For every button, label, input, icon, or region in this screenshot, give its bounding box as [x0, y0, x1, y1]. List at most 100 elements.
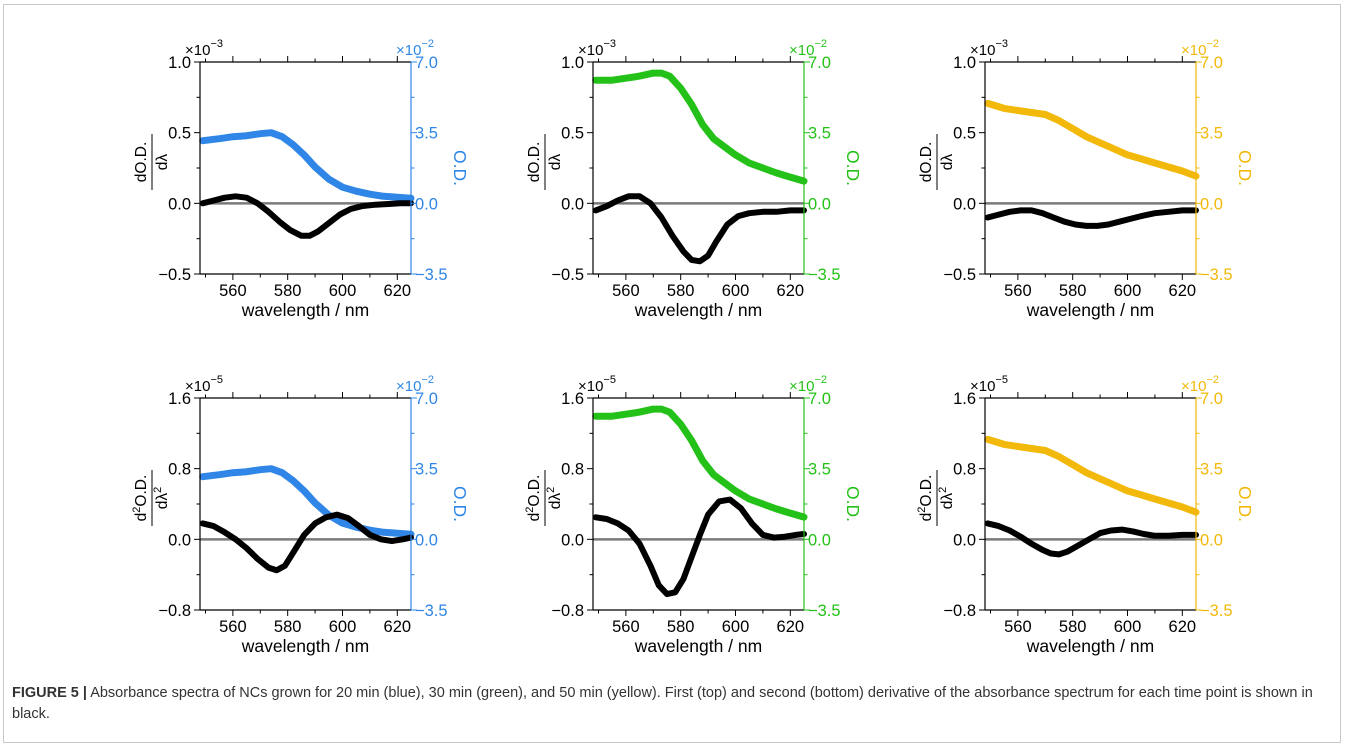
left-tick-label: 0.0: [953, 195, 976, 213]
left-axis-title-numerator: d2O.D.: [524, 475, 543, 522]
right-axis-title: O.D.: [843, 150, 863, 186]
left-tick-label: 0.5: [561, 125, 584, 143]
left-tick-label: 0.0: [953, 531, 976, 549]
derivative-line: [592, 193, 807, 265]
right-tick-label: 7.0: [415, 390, 438, 408]
right-tick-label: 7.0: [808, 390, 831, 408]
chart-panel-3: 560 580 600 620 wavelength / nm 1.0 0.5 0.0 −0.5…: [918, 38, 1255, 320]
right-tick-label: 7.0: [415, 54, 438, 72]
left-axis-title: dO.D. dλ: [918, 134, 956, 190]
x-tick-label: 600: [722, 618, 750, 636]
absorbance-line: [199, 129, 415, 202]
left-tick-label: −0.8: [943, 602, 976, 620]
caption-label: FIGURE 5 |: [12, 685, 87, 701]
left-axis-title-denominator: dλ2: [545, 487, 564, 510]
x-tick-label: 580: [1059, 282, 1087, 300]
right-tick-label: 0.0: [415, 195, 438, 213]
x-axis-title: wavelength / nm: [1026, 636, 1154, 656]
right-tick-label: −3.5: [415, 266, 448, 284]
left-tick-label: −0.5: [943, 266, 976, 284]
left-axis-multiplier: ×10−3: [578, 38, 616, 59]
right-tick-label: 7.0: [1200, 390, 1223, 408]
chart-panel-6: 560 580 600 620 wavelength / nm 1.6 0.8 0.0 −0.8…: [916, 374, 1255, 656]
left-axis-title-numerator: dO.D.: [133, 142, 150, 182]
x-tick-label: 600: [329, 282, 357, 300]
figure-frame: [3, 4, 1341, 743]
left-axis-title-denominator: dλ2: [152, 487, 171, 510]
x-tick-label: 560: [612, 618, 640, 636]
left-tick-label: −0.8: [158, 602, 191, 620]
right-tick-label: −3.5: [1200, 266, 1233, 284]
absorbance-line: [592, 405, 808, 521]
x-tick-label: 580: [1059, 618, 1087, 636]
x-tick-label: 560: [219, 618, 247, 636]
left-axis-title-denominator: dλ: [547, 154, 564, 171]
x-tick-label: 620: [1169, 282, 1197, 300]
absorbance-line: [984, 435, 1200, 516]
left-axis-title-numerator: dO.D.: [526, 142, 543, 182]
right-tick-label: 3.5: [808, 125, 831, 143]
right-tick-label: 0.0: [415, 531, 438, 549]
left-tick-label: 0.5: [953, 125, 976, 143]
absorbance-line: [199, 465, 415, 538]
x-tick-label: 600: [1114, 618, 1142, 636]
x-tick-label: 580: [667, 282, 695, 300]
absorbance-line: [984, 99, 1200, 180]
left-axis-title: d2O.D. dλ2: [524, 470, 564, 526]
right-axis-title: O.D.: [1235, 486, 1255, 522]
left-tick-label: −0.5: [551, 266, 584, 284]
right-tick-label: 3.5: [415, 461, 438, 479]
x-tick-label: 580: [274, 282, 302, 300]
x-tick-label: 560: [219, 282, 247, 300]
left-axis-title-denominator: dλ: [154, 154, 171, 171]
derivative-line: [592, 496, 807, 598]
left-tick-label: 0.8: [953, 461, 976, 479]
left-axis-multiplier: ×10−3: [970, 38, 1008, 59]
left-tick-label: 0.0: [168, 531, 191, 549]
left-tick-label: 0.0: [168, 195, 191, 213]
x-tick-label: 600: [329, 618, 357, 636]
derivative-line: [984, 207, 1199, 229]
x-tick-label: 580: [274, 618, 302, 636]
x-tick-label: 560: [1004, 282, 1032, 300]
x-tick-label: 620: [777, 618, 805, 636]
left-tick-label: 1.6: [561, 390, 584, 408]
right-tick-label: 7.0: [1200, 54, 1223, 72]
x-tick-label: 620: [777, 282, 805, 300]
right-tick-label: 7.0: [808, 54, 831, 72]
left-axis-multiplier: ×10−5: [970, 374, 1008, 395]
left-axis-multiplier: ×10−3: [185, 38, 223, 59]
left-axis-title-denominator: dλ: [939, 154, 956, 171]
x-tick-label: 620: [1169, 618, 1197, 636]
right-tick-label: 0.0: [808, 195, 831, 213]
left-tick-label: 1.6: [953, 390, 976, 408]
left-axis-title: dO.D. dλ: [133, 134, 171, 190]
left-tick-label: 1.6: [168, 390, 191, 408]
left-tick-label: 0.8: [168, 461, 191, 479]
left-axis-title-denominator: dλ2: [937, 487, 956, 510]
left-tick-label: 0.0: [561, 531, 584, 549]
left-tick-label: −0.5: [158, 266, 191, 284]
x-tick-label: 560: [1004, 618, 1032, 636]
figure-caption: FIGURE 5 | Absorbance spectra of NCs gro…: [12, 683, 1332, 725]
derivative-line: [984, 520, 1199, 558]
chart-panel-1: 560 580 600 620 wavelength / nm 1.0 0.5 0.0 −0.5…: [133, 38, 470, 320]
left-axis-title: d2O.D. dλ2: [916, 470, 956, 526]
right-axis-title: O.D.: [843, 486, 863, 522]
left-tick-label: −0.8: [551, 602, 584, 620]
x-tick-label: 620: [384, 282, 412, 300]
left-axis-multiplier: ×10−5: [578, 374, 616, 395]
x-axis-title: wavelength / nm: [241, 300, 369, 320]
left-tick-label: 0.8: [561, 461, 584, 479]
x-axis-title: wavelength / nm: [634, 636, 762, 656]
caption-text: Absorbance spectra of NCs grown for 20 m…: [12, 685, 1313, 722]
left-axis-title-numerator: dO.D.: [918, 142, 935, 182]
right-axis-title: O.D.: [450, 150, 470, 186]
chart-panel-2: 560 580 600 620 wavelength / nm 1.0 0.5 0.0 −0.5…: [526, 38, 863, 320]
right-tick-label: −3.5: [808, 266, 841, 284]
chart-panel-4: 560 580 600 620 wavelength / nm 1.6 0.8 0.0 −0.8…: [131, 374, 470, 656]
figure-panels: 560 580 600 620 wavelength / nm 1.0 0.5 0.0 −0.5…: [131, 38, 1255, 656]
left-axis-multiplier: ×10−5: [185, 374, 223, 395]
right-tick-label: −3.5: [1200, 602, 1233, 620]
absorbance-line: [592, 69, 808, 185]
